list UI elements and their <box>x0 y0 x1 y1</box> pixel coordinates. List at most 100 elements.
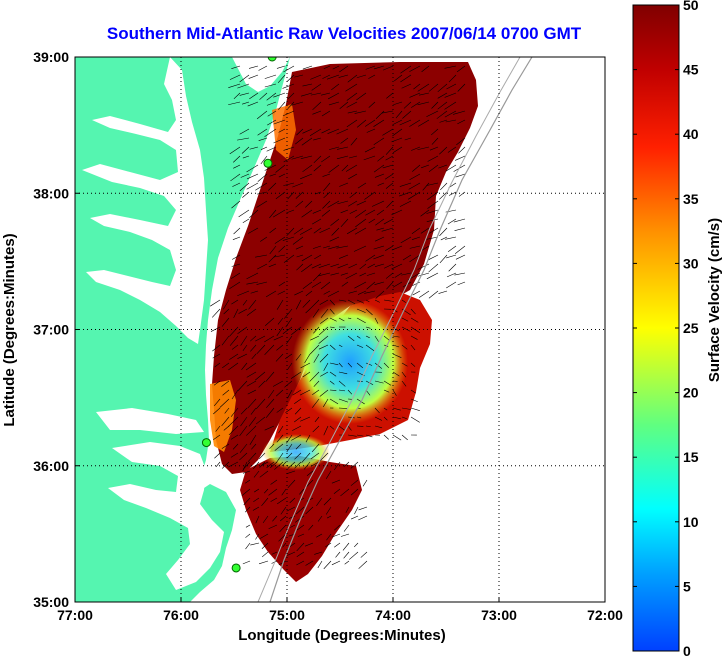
velocity-vector <box>286 452 293 459</box>
velocity-vector <box>329 317 337 322</box>
low-velocity-zone-south <box>262 434 330 470</box>
velocity-vector <box>329 362 339 366</box>
velocity-vector <box>321 155 331 163</box>
velocity-vector <box>269 209 277 219</box>
velocity-vector <box>364 119 376 127</box>
velocity-vector <box>411 227 421 234</box>
x-tick-label: 77:00 <box>57 607 93 623</box>
velocity-vector <box>261 551 269 558</box>
velocity-vector <box>232 182 241 187</box>
velocity-vector <box>320 308 329 318</box>
velocity-vector <box>247 452 257 462</box>
velocity-vector <box>258 65 268 71</box>
velocity-vector <box>266 398 275 409</box>
velocity-vector <box>452 110 466 115</box>
velocity-vector <box>229 326 239 337</box>
velocity-vector <box>311 443 320 453</box>
velocity-vector <box>385 146 394 155</box>
velocity-vector <box>329 308 335 315</box>
velocity-vector <box>365 209 376 216</box>
velocity-vector <box>228 101 241 106</box>
velocity-vector <box>312 218 322 225</box>
velocity-vector <box>313 137 322 141</box>
velocity-vector <box>289 497 296 504</box>
velocity-vector <box>211 308 221 318</box>
velocity-vector <box>357 182 367 189</box>
velocity-vector <box>383 218 394 225</box>
velocity-vector <box>238 209 250 218</box>
velocity-vector <box>329 344 336 350</box>
velocity-vector <box>286 209 295 214</box>
velocity-vector <box>214 452 221 459</box>
velocity-vector <box>321 92 331 96</box>
velocity-vector <box>295 137 304 145</box>
velocity-vector <box>259 533 269 539</box>
velocity-vector <box>312 110 322 115</box>
velocity-vector <box>313 380 320 387</box>
velocity-vector <box>409 119 421 127</box>
y-tick-label: 38:00 <box>33 185 69 201</box>
velocity-vector <box>457 83 466 92</box>
velocity-vector <box>407 191 421 200</box>
velocity-vector <box>410 407 420 411</box>
velocity-vector <box>411 146 421 151</box>
velocity-vector <box>318 272 331 277</box>
velocity-vector <box>255 335 266 342</box>
velocity-vector <box>257 128 268 136</box>
velocity-vector <box>249 92 259 100</box>
velocity-vector <box>294 407 302 415</box>
velocity-vector <box>323 398 329 408</box>
velocity-vector <box>427 200 439 209</box>
velocity-vector <box>310 461 320 467</box>
velocity-vector <box>222 389 230 396</box>
velocity-vector <box>357 290 367 295</box>
velocity-vector <box>382 65 394 71</box>
velocity-vector <box>310 92 322 96</box>
velocity-vector <box>295 443 302 450</box>
velocity-vector <box>221 317 230 327</box>
velocity-vector <box>356 317 366 324</box>
velocity-vector <box>437 83 448 93</box>
velocity-vector <box>400 74 412 83</box>
velocity-vector <box>348 155 358 159</box>
velocity-vector <box>230 452 239 458</box>
x-axis-label: Longitude (Degrees:Minutes) <box>238 627 446 644</box>
velocity-vector <box>276 299 284 310</box>
velocity-vector <box>264 128 277 138</box>
velocity-vector <box>230 407 239 417</box>
velocity-vector <box>269 173 277 177</box>
velocity-vector <box>391 209 403 216</box>
velocity-vector <box>295 353 302 361</box>
velocity-vector <box>320 281 331 290</box>
station-marker <box>201 438 211 448</box>
velocity-vector <box>239 182 250 192</box>
velocity-vector <box>273 119 286 125</box>
velocity-vector <box>454 227 466 231</box>
velocity-vector <box>335 551 341 558</box>
velocity-vector <box>215 425 221 432</box>
velocity-vector <box>278 128 286 133</box>
velocity-vector <box>292 236 304 245</box>
velocity-vector <box>437 101 448 110</box>
velocity-vector <box>255 416 266 425</box>
velocity-vector <box>245 533 251 538</box>
velocity-vector <box>400 236 412 244</box>
velocity-vector <box>278 173 286 178</box>
velocity-vector <box>312 308 320 318</box>
velocity-vector <box>264 74 277 79</box>
velocity-vector <box>293 227 304 235</box>
velocity-vector <box>313 227 322 234</box>
velocity-vector <box>300 362 311 369</box>
velocity-vector <box>344 461 350 467</box>
velocity-vector <box>350 488 359 496</box>
velocity-vector <box>448 263 457 272</box>
velocity-vector <box>455 173 466 178</box>
velocity-vector <box>318 335 329 344</box>
velocity-vector <box>326 533 332 541</box>
velocity-vector <box>409 65 421 72</box>
velocity-vector <box>446 83 457 90</box>
grid <box>75 57 605 602</box>
velocity-vector <box>258 380 266 388</box>
velocity-vector <box>291 101 304 106</box>
velocity-vector <box>374 236 385 242</box>
